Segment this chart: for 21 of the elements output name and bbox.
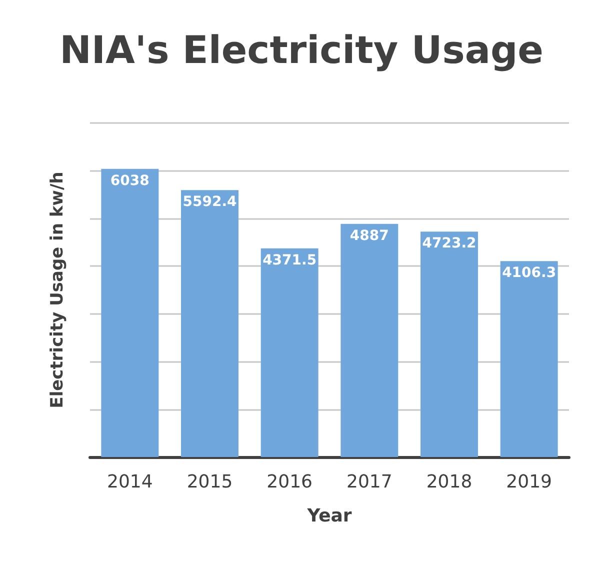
data-label: 4723.2 (422, 236, 476, 252)
data-label: 5592.4 (182, 194, 238, 210)
bar (500, 261, 558, 457)
x-tick-label: 2016 (266, 472, 312, 492)
x-tick-label: 2014 (107, 472, 153, 492)
x-tick-label: 2019 (506, 472, 552, 492)
y-axis-title: Electricity Usage in kw/h (48, 172, 68, 408)
bar (260, 248, 318, 457)
bar (340, 224, 398, 457)
data-label: 4887 (350, 228, 389, 244)
bar (181, 190, 238, 457)
bar (420, 232, 478, 457)
data-label: 4371.5 (262, 252, 317, 268)
bar (101, 168, 159, 457)
x-tick-label: 2018 (426, 472, 472, 492)
x-axis-title: Year (306, 506, 352, 526)
data-label: 4106.3 (502, 265, 556, 282)
x-tick-label: 2017 (346, 472, 392, 492)
chart-title: NIA's Electricity Usage (60, 28, 544, 72)
x-tick-label: 2015 (186, 472, 233, 492)
data-label: 6038 (110, 172, 150, 189)
